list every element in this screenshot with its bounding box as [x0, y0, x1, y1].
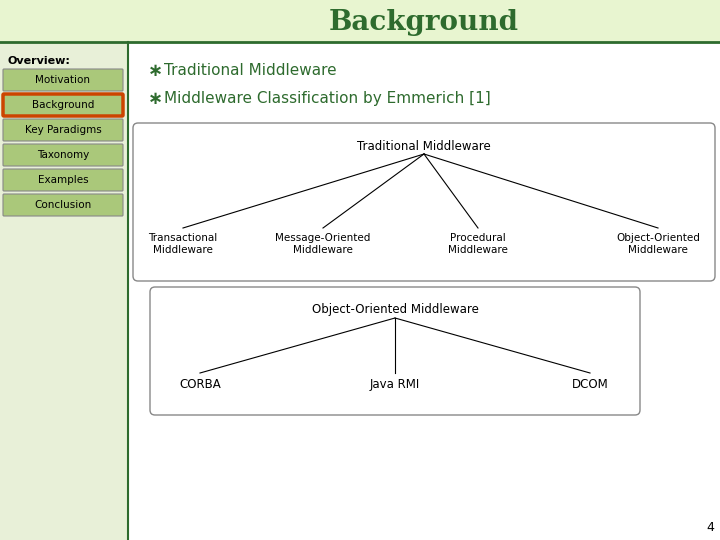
FancyBboxPatch shape	[133, 123, 715, 281]
Text: Message-Oriented
Middleware: Message-Oriented Middleware	[275, 233, 371, 254]
Text: Taxonomy: Taxonomy	[37, 150, 89, 160]
Text: Procedural
Middleware: Procedural Middleware	[448, 233, 508, 254]
FancyBboxPatch shape	[3, 94, 123, 116]
FancyBboxPatch shape	[0, 0, 720, 42]
Text: Key Paradigms: Key Paradigms	[24, 125, 102, 135]
Text: ∗: ∗	[148, 62, 163, 80]
FancyBboxPatch shape	[3, 194, 123, 216]
FancyBboxPatch shape	[3, 144, 123, 166]
Text: Examples: Examples	[37, 175, 89, 185]
Text: Traditional Middleware: Traditional Middleware	[164, 63, 337, 78]
Text: Traditional Middleware: Traditional Middleware	[357, 139, 491, 152]
Text: Java RMI: Java RMI	[370, 378, 420, 391]
FancyBboxPatch shape	[3, 169, 123, 191]
Text: Overview:: Overview:	[8, 56, 71, 66]
Text: Transactional
Middleware: Transactional Middleware	[148, 233, 217, 254]
FancyBboxPatch shape	[3, 69, 123, 91]
Text: 4: 4	[706, 521, 714, 534]
FancyBboxPatch shape	[150, 287, 640, 415]
Text: Motivation: Motivation	[35, 75, 91, 85]
Text: Background: Background	[32, 100, 94, 110]
Text: Background: Background	[329, 9, 519, 36]
Text: Object-Oriented Middleware: Object-Oriented Middleware	[312, 303, 478, 316]
FancyBboxPatch shape	[3, 119, 123, 141]
Text: ∗: ∗	[148, 90, 163, 108]
Text: Middleware Classification by Emmerich [1]: Middleware Classification by Emmerich [1…	[164, 91, 491, 106]
FancyBboxPatch shape	[0, 0, 128, 540]
Text: Object-Oriented
Middleware: Object-Oriented Middleware	[616, 233, 700, 254]
Text: CORBA: CORBA	[179, 378, 221, 391]
Text: DCOM: DCOM	[572, 378, 608, 391]
Text: Conclusion: Conclusion	[35, 200, 91, 210]
